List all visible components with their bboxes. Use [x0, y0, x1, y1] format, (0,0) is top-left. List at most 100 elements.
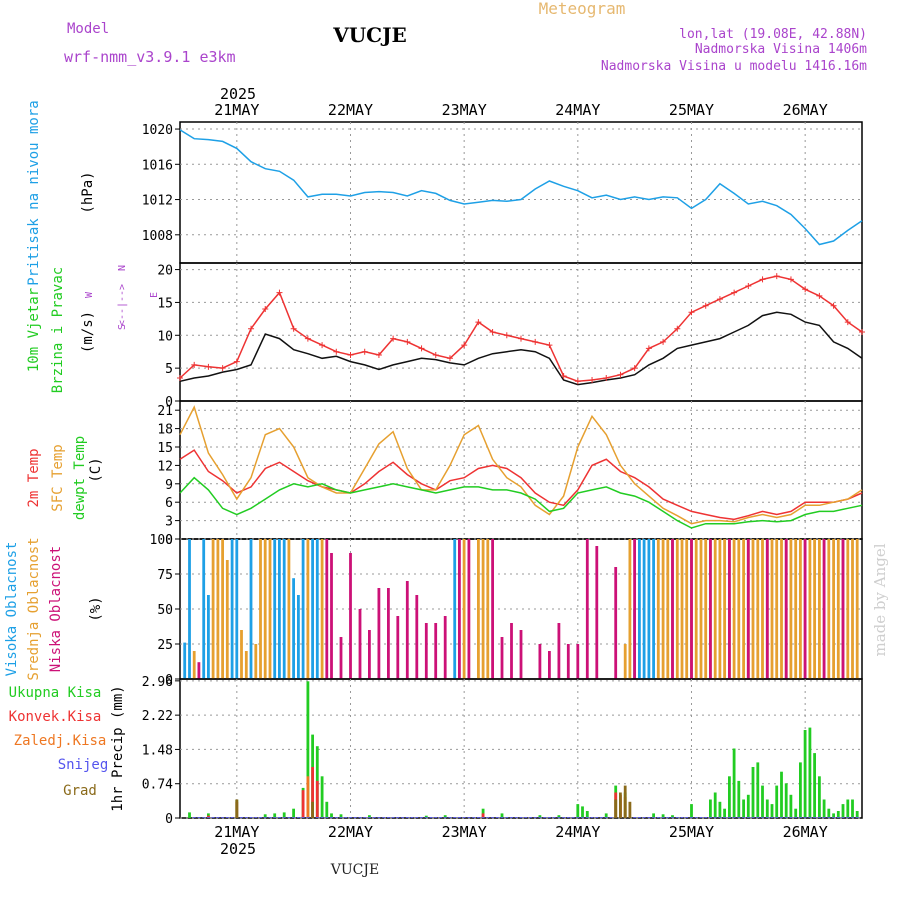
bar-precip-0 — [803, 730, 807, 818]
bar-precip-3 — [656, 817, 660, 818]
bar-cloud-1 — [481, 539, 485, 679]
gust-marker — [702, 302, 709, 309]
bar-precip-3 — [690, 817, 693, 818]
panel-cloud: 0 25 50 75 100 Visoka Oblacnost Srednja Oblacn… — [4, 533, 863, 688]
bar-cloud-2 — [458, 539, 461, 679]
bar-precip-3 — [775, 817, 779, 818]
bar-cloud-1 — [685, 539, 689, 679]
bar-precip-4 — [623, 785, 627, 818]
panel-label: Snijeg — [58, 757, 109, 773]
wind-compass: <--|--> N E W S — [84, 265, 160, 330]
day-label-top: 26MAY — [783, 101, 828, 119]
bar-precip-0 — [808, 727, 812, 818]
series-line-temp-1 — [179, 405, 863, 525]
bar-precip-0 — [306, 681, 310, 818]
bar-precip-0 — [846, 799, 850, 818]
day-label-bottom: 25MAY — [669, 823, 714, 841]
bar-cloud-1 — [287, 539, 291, 679]
panel-label: Brzina i Pravac — [50, 267, 66, 393]
gust-marker — [546, 342, 553, 349]
bar-precip-3 — [263, 817, 267, 818]
bar-cloud-2 — [765, 539, 769, 679]
bar-precip-3 — [699, 817, 703, 818]
bar-cloud-1 — [732, 539, 736, 679]
y-tick-label: 20 — [157, 264, 173, 279]
bar-precip-0 — [263, 814, 267, 818]
bar-precip-3 — [325, 817, 329, 818]
bar-cloud-2 — [467, 539, 471, 679]
bar-precip-3 — [282, 817, 286, 818]
bar-precip-0 — [576, 804, 580, 818]
bar-cloud-1 — [855, 539, 859, 679]
gust-marker — [617, 371, 624, 378]
panel-label: Konvek.Kisa — [9, 709, 102, 725]
bar-cloud-0 — [207, 595, 210, 679]
bar-cloud-2 — [325, 539, 329, 679]
bar-precip-3 — [249, 817, 253, 818]
bar-cloud-0 — [273, 539, 277, 679]
bar-cloud-0 — [278, 539, 281, 679]
bar-precip-3 — [609, 817, 613, 818]
compass-w: W — [84, 291, 95, 298]
gust-marker — [418, 345, 425, 352]
bar-cloud-1 — [799, 539, 802, 679]
panel-unit-label: 1hr Precip (mm) — [110, 685, 126, 811]
bar-cloud-0 — [249, 539, 253, 679]
bar-cloud-1 — [221, 539, 224, 679]
gust-marker — [361, 348, 368, 355]
bar-cloud-2 — [368, 630, 371, 679]
panel-label: Zaledj.Kisa — [14, 733, 107, 749]
panel-temp: 0 3 6 9 12 15 18 21 2m Temp SFC Temp dewpt Temp (C) — [26, 400, 863, 548]
bar-precip-3 — [728, 817, 731, 818]
bar-precip-3 — [292, 817, 295, 818]
gust-marker — [489, 329, 496, 335]
gust-marker — [233, 358, 240, 365]
bar-precip-3 — [756, 817, 760, 818]
bar-cloud-1 — [808, 539, 812, 679]
bar-precip-3 — [500, 817, 504, 818]
bar-cloud-1 — [704, 539, 708, 679]
gust-marker — [276, 289, 283, 296]
bar-precip-3 — [315, 817, 319, 818]
bar-precip-3 — [259, 817, 262, 818]
bar-precip-3 — [538, 817, 542, 818]
y-tick-label: 15 — [157, 296, 173, 311]
bar-precip-0 — [709, 799, 712, 818]
bar-cloud-0 — [230, 539, 234, 679]
gust-marker — [461, 342, 468, 349]
bar-precip-3 — [273, 817, 277, 818]
bar-precip-0 — [690, 804, 693, 818]
bar-precip-0 — [273, 813, 277, 818]
panel-label: Srednja Oblacnost — [26, 537, 42, 680]
bar-precip-0 — [799, 762, 802, 818]
bar-precip-3 — [846, 817, 850, 818]
footer-station: VUCJE — [330, 862, 379, 878]
bar-precip-3 — [382, 817, 385, 818]
gust-marker — [432, 352, 439, 358]
bar-precip-3 — [420, 817, 423, 818]
bar-precip-3 — [320, 817, 324, 818]
series-line-temp-0 — [179, 449, 863, 521]
bar-precip-3 — [353, 817, 357, 818]
bar-cloud-1 — [486, 539, 490, 679]
bar-precip-0 — [424, 815, 428, 818]
bar-cloud-1 — [794, 539, 798, 679]
y-tick-label: 15 — [157, 441, 173, 456]
gust-marker — [177, 375, 183, 381]
bar-cloud-1 — [723, 539, 726, 679]
bar-precip-3 — [832, 817, 835, 818]
y-tick-label: 1020 — [142, 123, 173, 138]
gust-marker — [375, 352, 382, 358]
bar-cloud-1 — [832, 539, 835, 679]
series-line-wind-1 — [179, 275, 863, 383]
bar-precip-3 — [387, 817, 390, 818]
bar-precip-0 — [813, 753, 816, 818]
bar-cloud-2 — [405, 581, 409, 679]
bar-precip-3 — [685, 817, 689, 818]
bar-precip-3 — [543, 817, 547, 818]
model-label: Model — [67, 21, 109, 37]
bar-precip-3 — [453, 817, 457, 818]
bar-precip-3 — [600, 817, 603, 818]
bar-precip-0 — [732, 748, 736, 818]
